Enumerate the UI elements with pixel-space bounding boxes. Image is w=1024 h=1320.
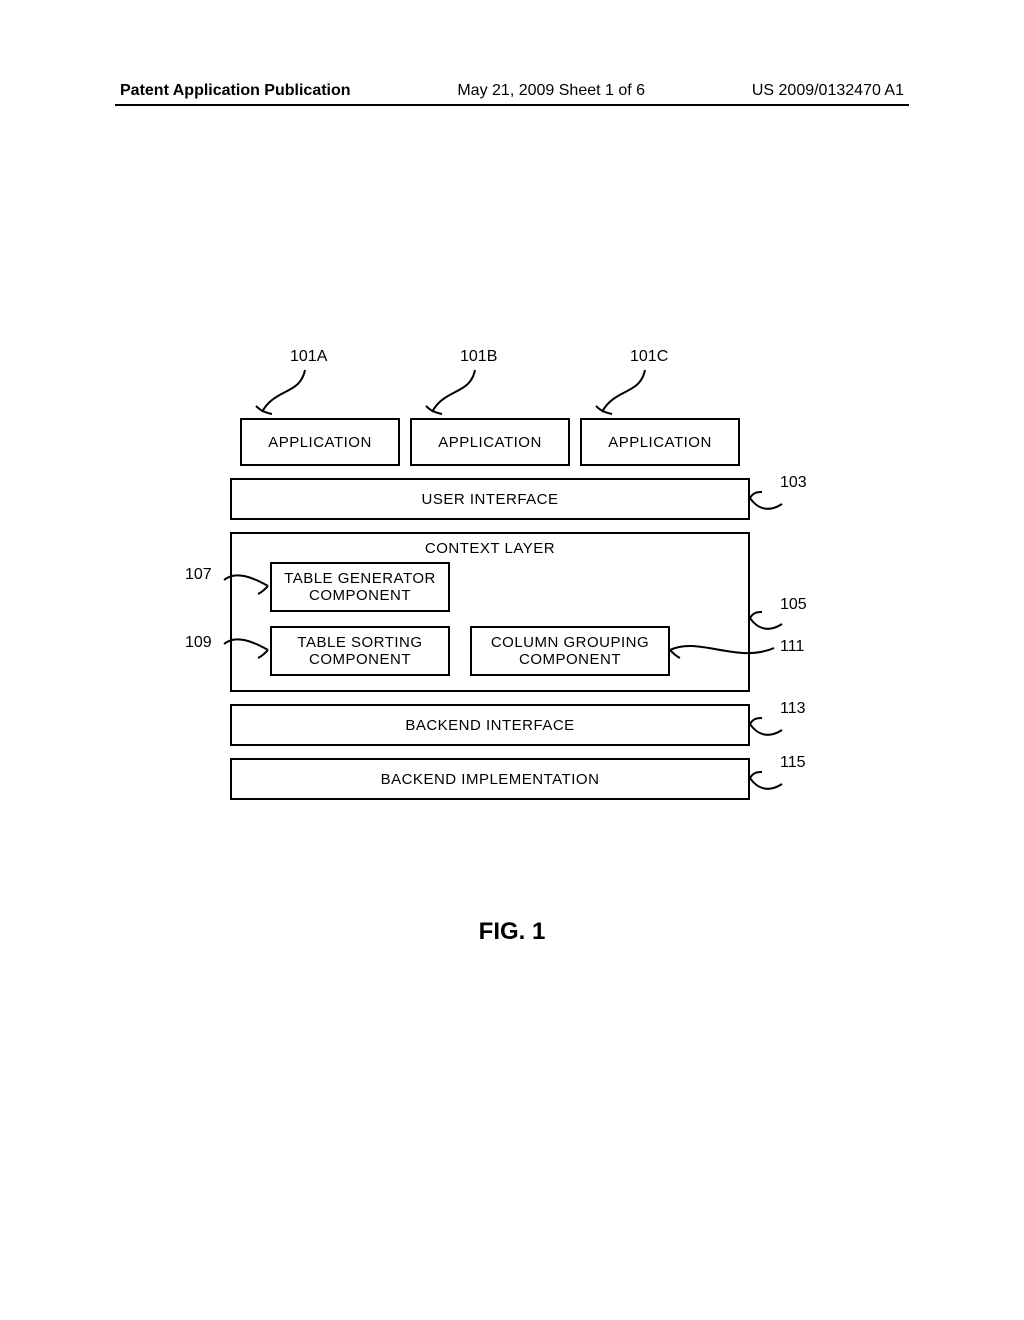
callout-101b bbox=[420, 370, 500, 420]
box-table-generator: TABLE GENERATOR COMPONENT bbox=[270, 562, 450, 612]
callout-107 bbox=[224, 572, 274, 600]
callout-113 bbox=[748, 716, 788, 746]
box-backend-interface-label: BACKEND INTERFACE bbox=[405, 717, 574, 734]
box-user-interface: USER INTERFACE bbox=[230, 478, 750, 520]
box-table-sorting-line1: TABLE SORTING bbox=[297, 634, 422, 651]
ref-101c: 101C bbox=[630, 348, 668, 366]
box-table-generator-line2: COMPONENT bbox=[309, 587, 411, 604]
box-application-a-label: APPLICATION bbox=[268, 434, 372, 451]
ref-101a: 101A bbox=[290, 348, 327, 366]
callout-115 bbox=[748, 770, 788, 800]
ref-101b: 101B bbox=[460, 348, 497, 366]
callout-105 bbox=[748, 610, 788, 640]
box-table-sorting: TABLE SORTING COMPONENT bbox=[270, 626, 450, 676]
box-backend-interface: BACKEND INTERFACE bbox=[230, 704, 750, 746]
callout-111 bbox=[668, 640, 778, 664]
figure-caption: FIG. 1 bbox=[0, 918, 1024, 946]
header-center: May 21, 2009 Sheet 1 of 6 bbox=[457, 82, 645, 100]
header-right: US 2009/0132470 A1 bbox=[752, 82, 904, 100]
box-application-a: APPLICATION bbox=[240, 418, 400, 466]
callout-109 bbox=[224, 636, 274, 664]
box-backend-implementation: BACKEND IMPLEMENTATION bbox=[230, 758, 750, 800]
header-left: Patent Application Publication bbox=[120, 82, 351, 100]
callout-103 bbox=[748, 490, 788, 520]
box-application-c: APPLICATION bbox=[580, 418, 740, 466]
ref-109: 109 bbox=[185, 634, 212, 652]
ref-107: 107 bbox=[185, 566, 212, 584]
box-application-b-label: APPLICATION bbox=[438, 434, 542, 451]
box-application-c-label: APPLICATION bbox=[608, 434, 712, 451]
ref-111: 111 bbox=[780, 638, 804, 656]
box-user-interface-label: USER INTERFACE bbox=[421, 491, 558, 508]
box-column-grouping-line1: COLUMN GROUPING bbox=[491, 634, 649, 651]
box-column-grouping-line2: COMPONENT bbox=[519, 651, 621, 668]
box-application-b: APPLICATION bbox=[410, 418, 570, 466]
callout-101a bbox=[250, 370, 330, 420]
box-backend-implementation-label: BACKEND IMPLEMENTATION bbox=[381, 771, 600, 788]
box-column-grouping: COLUMN GROUPING COMPONENT bbox=[470, 626, 670, 676]
box-table-generator-line1: TABLE GENERATOR bbox=[284, 570, 436, 587]
box-table-sorting-line2: COMPONENT bbox=[309, 651, 411, 668]
box-context-layer-label: CONTEXT LAYER bbox=[425, 540, 555, 557]
header-rule bbox=[115, 104, 909, 106]
callout-101c bbox=[590, 370, 670, 420]
page-header: Patent Application Publication May 21, 2… bbox=[0, 82, 1024, 100]
